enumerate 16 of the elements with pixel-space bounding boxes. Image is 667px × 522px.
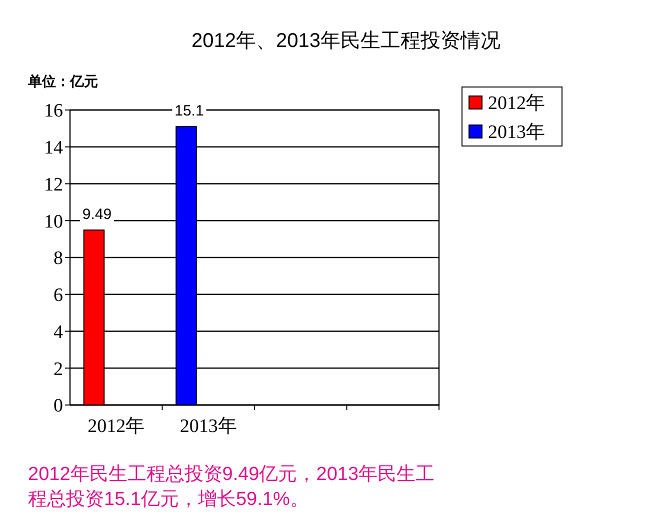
data-label: 15.1 <box>174 102 204 120</box>
y-tick-label: 6 <box>54 285 63 306</box>
y-tick-label: 14 <box>44 138 64 159</box>
y-tick-label: 2 <box>54 358 63 380</box>
y-tick-label: 8 <box>54 248 63 270</box>
legend-label: 2013年 <box>488 122 545 143</box>
text: 2012年民生工程总投资9.49亿元，2013年民生工程总投资15.1亿元，增长59.1%。 <box>28 463 436 512</box>
data-label: 9.49 <box>82 206 112 224</box>
y-tick-label: 0 <box>54 396 63 417</box>
legend-label: 2012年 <box>488 93 545 114</box>
y-tick-label: 16 <box>44 100 63 122</box>
y-tick-label: 10 <box>44 211 63 232</box>
y-axis-title: 单位：亿元 <box>27 73 98 89</box>
y-tick-label: 12 <box>44 174 63 196</box>
chart-title: 2012年、2013年民生工程投资情况 <box>192 30 500 52</box>
y-tick-label: 4 <box>54 322 64 343</box>
